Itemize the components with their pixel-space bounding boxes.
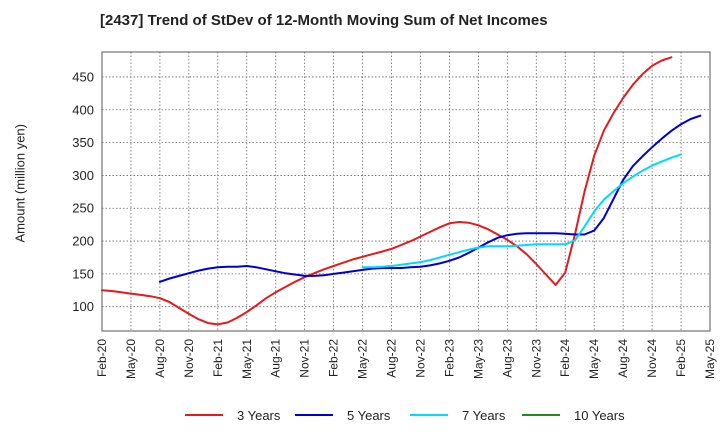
y-tick-label: 450: [72, 69, 94, 84]
legend-item-7-years: 7 Years: [410, 404, 505, 426]
chart-title: [2437] Trend of StDev of 12-Month Moving…: [100, 12, 548, 29]
series-layer: [101, 56, 702, 326]
x-tick-label: Feb-23: [442, 339, 456, 377]
x-tick-label: Nov-21: [298, 339, 312, 378]
grid-layer: [102, 52, 710, 331]
y-tick-label: 400: [72, 102, 94, 117]
y-tick-label: 300: [72, 168, 94, 183]
x-tick-label: Nov-20: [182, 339, 196, 378]
x-tick-label: May-23: [471, 339, 485, 379]
x-tick-label: Aug-23: [500, 339, 514, 378]
series-line-5-years: [158, 114, 702, 283]
x-tick-label: Feb-21: [211, 339, 225, 377]
y-tick-label: 200: [72, 234, 94, 249]
x-tick-labels: Feb-20 May-20 Aug-20 Nov-20 Feb-21 May-21 Aug-…: [95, 339, 717, 379]
x-tick-label: Aug-22: [385, 339, 399, 378]
legend-item-10-years: 10 Years: [522, 404, 625, 426]
x-tick-label: Nov-22: [413, 339, 427, 378]
legend-label-5-years: 5 Years: [347, 407, 391, 423]
legend: 3 Years 5 Years 7 Years 10 Years: [0, 404, 720, 428]
legend-item-3-years: 3 Years: [185, 404, 280, 426]
x-tick-label: Aug-20: [153, 339, 167, 378]
plot-background: [102, 52, 710, 331]
y-tick-label: 250: [72, 201, 94, 216]
x-tick-label: May-25: [703, 339, 717, 379]
x-tick-label: Nov-23: [529, 339, 543, 378]
plot-border: [101, 51, 711, 332]
x-tick-label: Nov-24: [645, 339, 659, 378]
series-line-3-years: [101, 56, 673, 326]
series-line-7-years: [361, 153, 682, 269]
x-tick-label: Feb-25: [674, 339, 688, 377]
y-tick-label: 350: [72, 135, 94, 150]
legend-item-5-years: 5 Years: [295, 404, 390, 426]
x-tick-label: Aug-24: [616, 339, 630, 378]
legend-swatch-10-years: [522, 414, 560, 416]
legend-swatch-5-years: [295, 414, 333, 416]
legend-label-7-years: 7 Years: [462, 407, 506, 423]
x-tick-label: May-22: [356, 339, 370, 379]
x-tick-label: Aug-21: [269, 339, 283, 378]
legend-label-10-years: 10 Years: [574, 407, 625, 423]
x-tick-label: Feb-20: [95, 339, 109, 377]
x-tick-label: Feb-24: [558, 339, 572, 377]
legend-label-3-years: 3 Years: [237, 407, 281, 423]
legend-swatch-7-years: [410, 414, 448, 416]
x-tick-label: May-20: [124, 339, 138, 379]
y-tick-label: 150: [72, 266, 94, 281]
x-tick-label: May-24: [587, 339, 601, 379]
x-tick-label: May-21: [240, 339, 254, 379]
y-tick-labels: 100 150 200 250 300 350 400 450: [72, 69, 94, 314]
y-tick-label: 100: [72, 299, 94, 314]
legend-swatch-3-years: [185, 414, 223, 416]
x-tick-label: Feb-22: [327, 339, 341, 377]
